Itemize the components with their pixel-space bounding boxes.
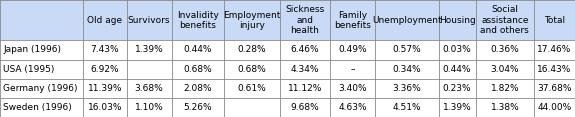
Text: 17.46%: 17.46% [538, 46, 572, 55]
Text: 11.39%: 11.39% [87, 84, 122, 93]
Text: 2.08%: 2.08% [183, 84, 212, 93]
Text: 3.36%: 3.36% [393, 84, 421, 93]
Text: Invalidity
benefits: Invalidity benefits [177, 11, 218, 30]
Text: Sickness
and
health: Sickness and health [285, 5, 325, 35]
Text: Sweden (1996): Sweden (1996) [3, 103, 72, 112]
Text: 0.34%: 0.34% [393, 65, 421, 74]
Bar [224, 0, 279, 40]
Text: 44.00%: 44.00% [538, 103, 572, 112]
Bar [476, 0, 534, 40]
Bar [331, 0, 375, 40]
Bar [534, 0, 575, 40]
Text: Germany (1996): Germany (1996) [3, 84, 78, 93]
Text: Total: Total [544, 16, 565, 25]
Text: 1.39%: 1.39% [135, 46, 163, 55]
Text: Unemployment: Unemployment [372, 16, 442, 25]
Text: 0.44%: 0.44% [183, 46, 212, 55]
Text: –: – [351, 65, 355, 74]
Text: 3.68%: 3.68% [135, 84, 163, 93]
Text: 1.38%: 1.38% [490, 103, 519, 112]
Bar [0, 60, 575, 79]
Bar [375, 0, 439, 40]
Text: 37.68%: 37.68% [537, 84, 572, 93]
Text: 16.03%: 16.03% [87, 103, 122, 112]
Bar [171, 0, 224, 40]
Text: 7.43%: 7.43% [90, 46, 119, 55]
Bar [0, 79, 575, 98]
Bar [83, 0, 126, 40]
Bar [0, 40, 575, 60]
Text: 0.57%: 0.57% [393, 46, 421, 55]
Text: 6.92%: 6.92% [90, 65, 119, 74]
Text: 16.43%: 16.43% [538, 65, 572, 74]
Text: 0.61%: 0.61% [237, 84, 266, 93]
Text: Employment
injury: Employment injury [223, 11, 281, 30]
Text: 0.23%: 0.23% [443, 84, 471, 93]
Text: 1.10%: 1.10% [135, 103, 163, 112]
Text: 3.04%: 3.04% [490, 65, 519, 74]
Text: 1.39%: 1.39% [443, 103, 471, 112]
Text: 0.28%: 0.28% [237, 46, 266, 55]
Text: 0.44%: 0.44% [443, 65, 471, 74]
Text: Japan (1996): Japan (1996) [3, 46, 61, 55]
Text: USA (1995): USA (1995) [3, 65, 55, 74]
Text: 4.63%: 4.63% [339, 103, 367, 112]
Bar [0, 0, 83, 40]
Text: 0.68%: 0.68% [183, 65, 212, 74]
Text: 5.26%: 5.26% [183, 103, 212, 112]
Text: 0.49%: 0.49% [339, 46, 367, 55]
Text: Social
assistance
and others: Social assistance and others [481, 5, 529, 35]
Text: Housing: Housing [439, 16, 476, 25]
Text: Family
benefits: Family benefits [334, 11, 371, 30]
Text: 9.68%: 9.68% [291, 103, 320, 112]
Text: Old age: Old age [87, 16, 122, 25]
Bar [279, 0, 331, 40]
Text: 0.68%: 0.68% [237, 65, 266, 74]
Text: Survivors: Survivors [128, 16, 170, 25]
Text: 6.46%: 6.46% [291, 46, 319, 55]
Text: 0.36%: 0.36% [490, 46, 519, 55]
Bar [126, 0, 171, 40]
Text: 11.12%: 11.12% [288, 84, 322, 93]
Text: 4.51%: 4.51% [393, 103, 421, 112]
Text: 0.03%: 0.03% [443, 46, 471, 55]
Text: 1.82%: 1.82% [490, 84, 519, 93]
Text: 3.40%: 3.40% [339, 84, 367, 93]
Bar [0, 98, 575, 117]
Text: 4.34%: 4.34% [291, 65, 319, 74]
Bar [439, 0, 476, 40]
